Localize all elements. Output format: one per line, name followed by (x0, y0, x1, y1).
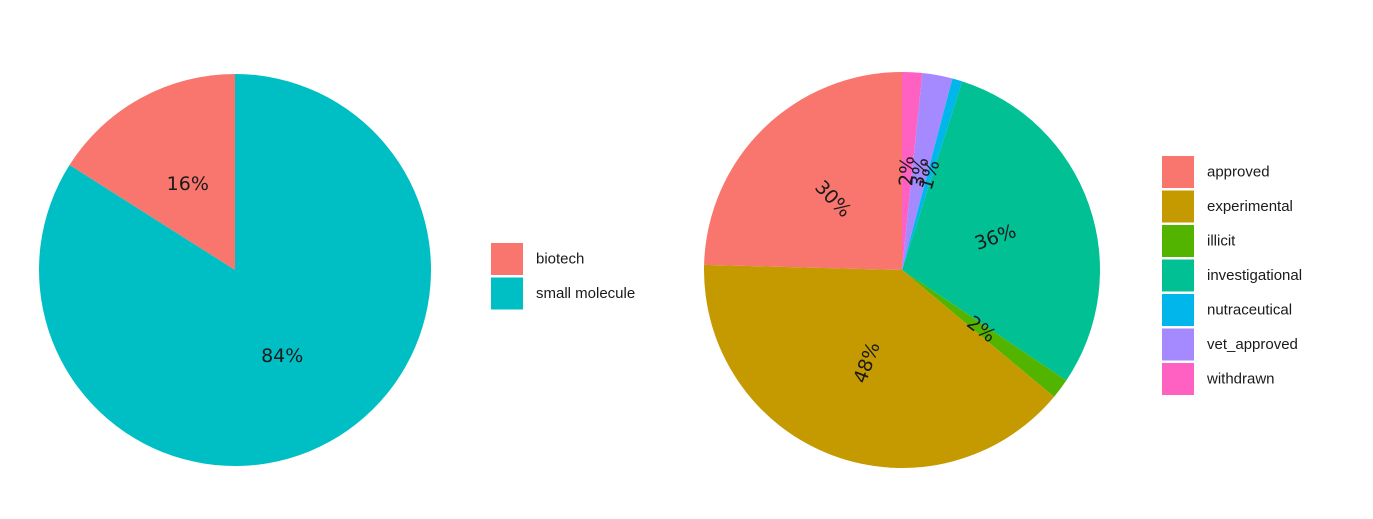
legend-molecule-type: biotech small molecule (491, 243, 635, 310)
legend-key-withdrawn (1162, 363, 1194, 395)
slice-label-withdrawn: 2% (895, 156, 919, 187)
pie-slice-illicit (902, 270, 1067, 397)
legend-key-experimental (1162, 190, 1194, 223)
legend-key-vet-approved (1162, 328, 1194, 361)
pie-slice-withdrawn (902, 72, 923, 270)
legend-drug-group: approved experimental illicit investigation… (1162, 156, 1302, 395)
legend-label-approved: approved (1207, 164, 1270, 181)
legend-label-investigational: investigational (1207, 267, 1302, 284)
legend-label-nutraceutical: nutraceutical (1207, 302, 1292, 319)
legend-key-biotech (491, 243, 523, 275)
slice-label-biotech: 16% (167, 173, 209, 195)
pie-slice-investigational (902, 81, 1101, 381)
legend-label-experimental: experimental (1207, 198, 1293, 215)
pie1-slices (38, 74, 431, 466)
pie-slice-nutraceutical (902, 78, 963, 270)
legend-key-nutraceutical (1162, 294, 1194, 326)
legend-key-small-molecule (491, 277, 523, 310)
legend-label-vet-approved: vet_approved (1207, 336, 1298, 353)
pie-slice-small-molecule (38, 74, 431, 466)
legend-key-approved (1162, 156, 1194, 188)
legend-label-small-molecule: small molecule (536, 285, 635, 302)
legend-key-illicit (1162, 225, 1194, 257)
legend-label-biotech: biotech (536, 251, 584, 268)
pie-slice-vet-approved (902, 73, 953, 270)
pie-chart-drug-group: 2%3%1%36%2%48%30% (704, 72, 1101, 468)
legend-key-investigational (1162, 259, 1194, 292)
pie2-slices (704, 72, 1101, 468)
pie-chart-molecule-type: 16% 84% (38, 74, 431, 466)
pie-slice-approved (704, 72, 902, 270)
slice-label-small-molecule: 84% (261, 345, 303, 367)
slice-label-vet-approved: 3% (906, 156, 933, 190)
pie1-labels: 16% 84% (167, 173, 304, 367)
legend-label-withdrawn: withdrawn (1206, 371, 1275, 388)
pie-slice-biotech (69, 74, 235, 270)
legend-label-illicit: illicit (1207, 233, 1236, 250)
pie-slice-experimental (704, 264, 1055, 468)
